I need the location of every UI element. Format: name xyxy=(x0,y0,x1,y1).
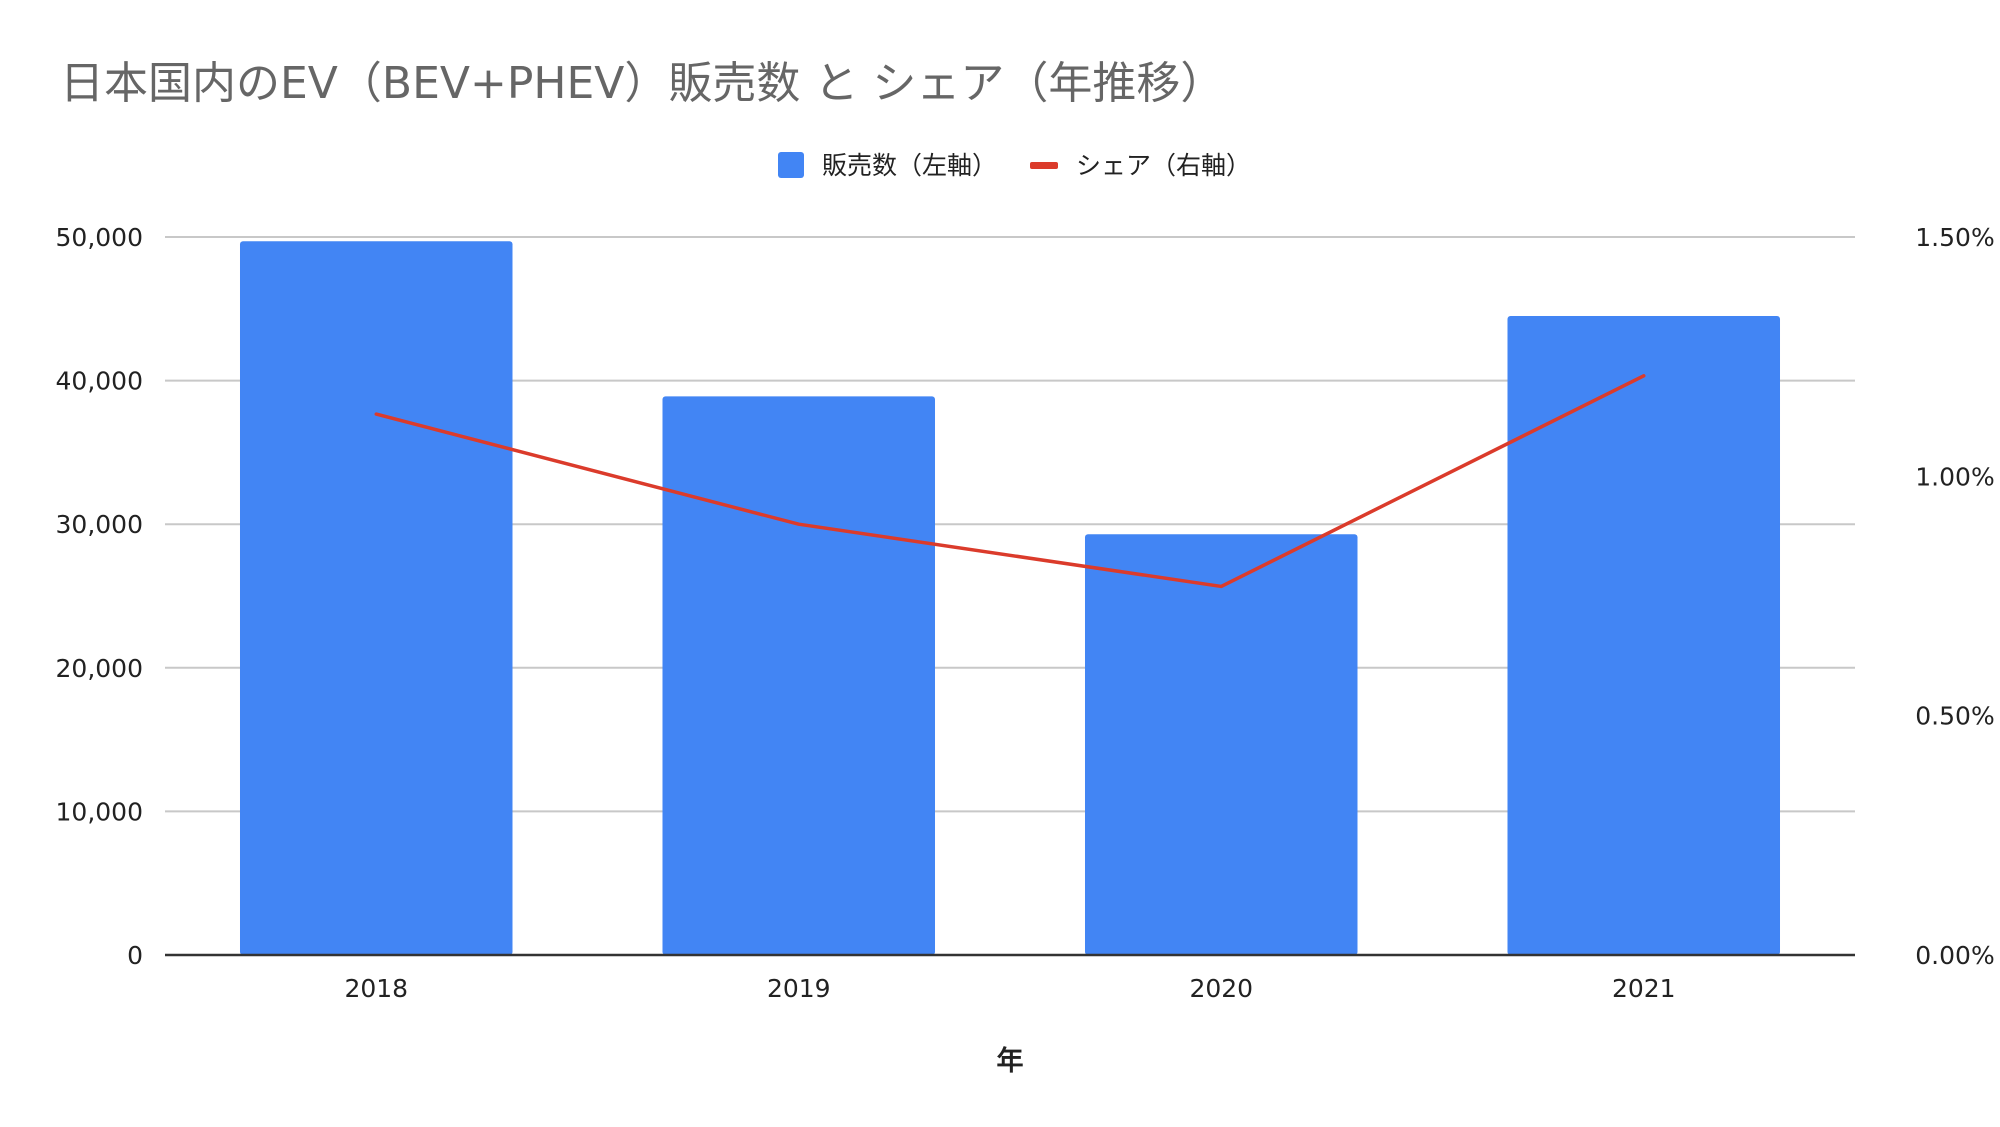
bar-2018 xyxy=(239,241,513,956)
left-tick-label: 10,000 xyxy=(56,797,143,826)
x-tick-label: 2021 xyxy=(1612,974,1676,1003)
chart-title: 日本国内のEV（BEV+PHEV）販売数 と シェア（年推移） xyxy=(60,58,1224,109)
x-axis-label: 年 xyxy=(997,1045,1024,1077)
bar-2020 xyxy=(1084,534,1358,955)
bars xyxy=(239,241,1781,956)
bar-2021 xyxy=(1507,315,1781,956)
bar-2019 xyxy=(662,396,936,955)
legend-swatch-bar xyxy=(778,152,804,178)
legend-label-line: シェア（右軸） xyxy=(1076,151,1251,180)
right-tick-label: 0.00% xyxy=(1915,941,1994,970)
left-tick-label: 20,000 xyxy=(56,654,143,683)
left-tick-label: 50,000 xyxy=(56,223,143,252)
left-tick-label: 0 xyxy=(127,941,143,970)
legend: 販売数（左軸） シェア（右軸） xyxy=(778,151,1251,180)
left-axis-ticks: 0 10,000 20,000 30,000 40,000 50,000 xyxy=(56,223,143,970)
right-tick-label: 1.00% xyxy=(1915,462,1994,491)
left-tick-label: 30,000 xyxy=(56,510,143,539)
right-axis-ticks: 0.00% 0.50% 1.00% 1.50% xyxy=(1915,223,1994,970)
x-tick-label: 2019 xyxy=(767,974,831,1003)
x-axis-ticks: 2018 2019 2020 2021 xyxy=(344,974,1675,1003)
legend-label-bar: 販売数（左軸） xyxy=(822,151,997,180)
right-tick-label: 0.50% xyxy=(1915,702,1994,731)
x-tick-label: 2018 xyxy=(344,974,408,1003)
share-line xyxy=(374,374,1646,589)
share-line-path xyxy=(374,374,1646,589)
x-tick-label: 2020 xyxy=(1189,974,1253,1003)
legend-swatch-line xyxy=(1030,162,1058,169)
left-tick-label: 40,000 xyxy=(56,367,143,396)
right-tick-label: 1.50% xyxy=(1915,223,1994,252)
